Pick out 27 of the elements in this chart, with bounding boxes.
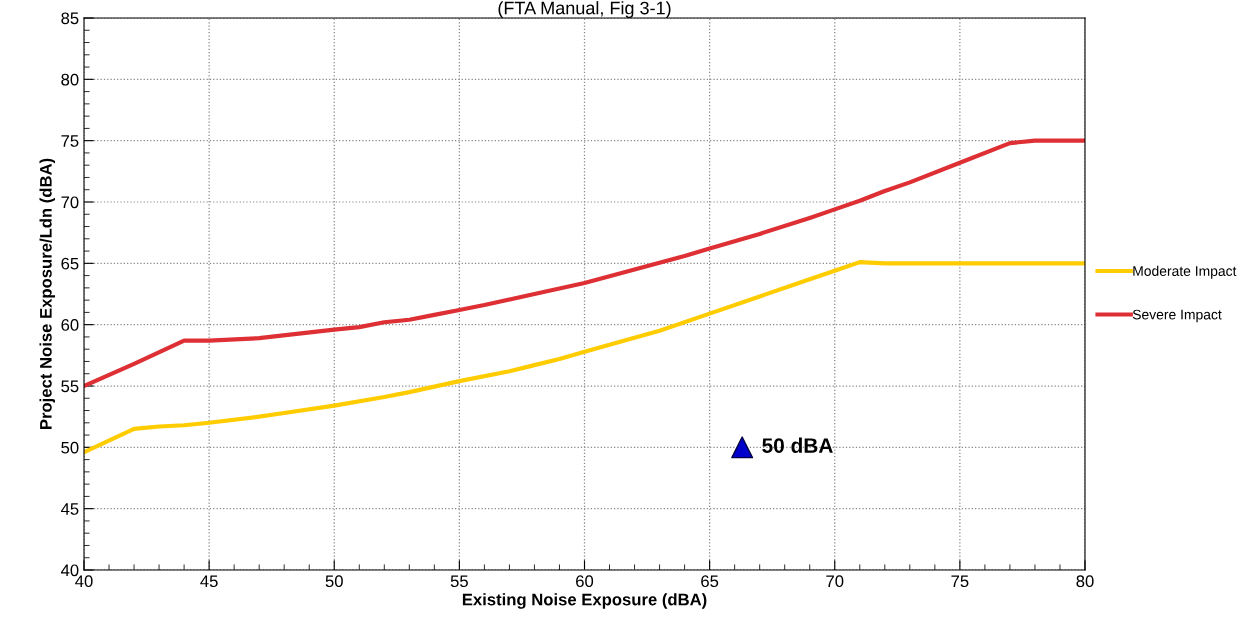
x-tick-label: 65 [701, 575, 719, 588]
line-series [84, 138, 1085, 389]
x-tick-label: 60 [576, 575, 594, 588]
x-tick-label: 40 [75, 575, 93, 588]
annotation: 50 dBA [762, 437, 833, 453]
x-tick-label: 70 [826, 575, 844, 588]
x-tick-label: 45 [200, 575, 218, 588]
y-tick-label: 70 [61, 196, 79, 209]
y-tick-label: 50 [61, 441, 79, 454]
legend-label: Severe Impact [1132, 309, 1222, 323]
x-tick-label: 80 [1076, 575, 1094, 588]
chart-title: (FTA Manual, Fig 3-1) [498, 1, 671, 18]
y-tick-label: 80 [61, 73, 79, 86]
y-tick-label: 65 [61, 257, 79, 270]
y-tick-label: 75 [61, 135, 79, 147]
line-series [84, 260, 1085, 455]
y-tick-label: 85 [61, 12, 79, 25]
x-tick-label: 50 [325, 575, 343, 588]
y-tick-label: 40 [60, 564, 79, 577]
y-axis-title: Project Noise Exposure/Ldn (dBA) [39, 158, 56, 430]
x-axis-title: Existing Noise Exposure (dBA) [462, 593, 707, 609]
x-tick-label: 75 [951, 575, 969, 588]
y-tick-label: 45 [60, 503, 79, 515]
x-tick-label: 55 [450, 575, 468, 588]
legend-label: Moderate Impact [1133, 265, 1237, 279]
y-tick-label: 60 [61, 319, 79, 331]
y-tick-label: 55 [61, 380, 79, 393]
